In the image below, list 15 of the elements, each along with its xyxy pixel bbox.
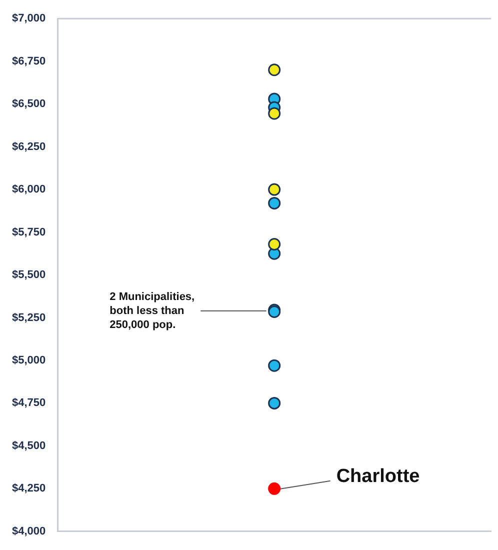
y-tick-label: $5,000 <box>12 354 46 366</box>
y-tick-label: $6,000 <box>12 184 46 196</box>
y-tick-label: $5,750 <box>12 226 46 238</box>
annotation: 2 Municipalities, both less than 250,000 pop. <box>110 290 195 331</box>
y-tick-label: $6,250 <box>12 140 46 153</box>
y-tick-label: $4,500 <box>12 440 46 452</box>
y-tick-label: $4,000 <box>12 525 46 538</box>
y-tick-label: $6,500 <box>12 98 46 110</box>
y-tick-label: $7,000 <box>12 12 46 25</box>
y-tick-label: $4,250 <box>12 482 46 495</box>
annotation: Charlotte <box>336 466 420 488</box>
y-tick-label: $5,500 <box>12 269 46 282</box>
y-tick-label: $6,750 <box>12 55 46 68</box>
y-tick-label: $5,250 <box>12 312 46 324</box>
y-tick-label: $4,750 <box>12 397 46 410</box>
